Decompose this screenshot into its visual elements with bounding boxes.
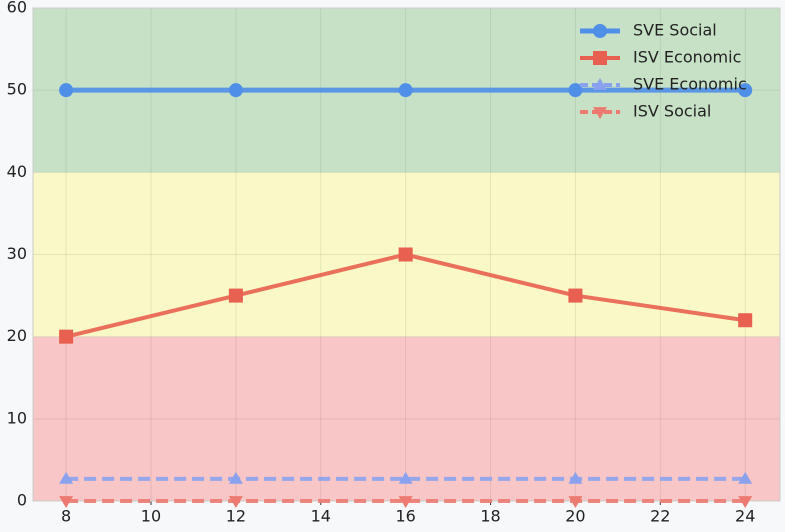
point — [228, 471, 243, 484]
y-tick-label: 10 — [7, 408, 27, 427]
point — [568, 83, 583, 98]
x-tick-label: 14 — [311, 507, 331, 526]
point — [738, 496, 753, 508]
legend-label: ISV Economic — [633, 48, 741, 67]
x-tick-label: 12 — [226, 507, 246, 526]
point — [228, 83, 243, 98]
point — [398, 83, 413, 98]
point — [398, 471, 413, 484]
x-tick-label: 22 — [650, 507, 670, 526]
y-tick-label: 60 — [7, 0, 27, 17]
point — [228, 496, 243, 508]
point — [568, 288, 583, 303]
x-tick-label: 8 — [61, 507, 71, 526]
legend-label: SVE Social — [633, 21, 717, 40]
legend-marker — [593, 107, 607, 119]
x-tick-label: 16 — [395, 507, 415, 526]
x-tick-label: 10 — [141, 507, 161, 526]
legend-marker — [593, 24, 607, 38]
x-tick-label: 24 — [735, 507, 755, 526]
legend-label: ISV Social — [633, 102, 711, 121]
legend-marker — [593, 51, 607, 65]
legend-marker — [593, 78, 607, 90]
point — [59, 496, 74, 508]
point — [398, 496, 413, 508]
x-tick-label: 20 — [565, 507, 585, 526]
point — [59, 83, 74, 98]
y-tick-label: 50 — [7, 80, 27, 99]
y-tick-label: 20 — [7, 326, 27, 345]
x-tick-label: 18 — [480, 507, 500, 526]
point — [59, 471, 74, 484]
point — [568, 496, 583, 508]
point — [738, 313, 753, 328]
y-tick-label: 0 — [17, 491, 27, 510]
point — [738, 83, 753, 98]
point — [228, 288, 243, 303]
point — [738, 471, 753, 484]
y-tick-label: 30 — [7, 244, 27, 263]
legend-label: SVE Economic — [633, 75, 747, 94]
point — [59, 329, 74, 344]
y-tick-label: 40 — [7, 162, 27, 181]
point — [398, 247, 413, 262]
point — [568, 471, 583, 484]
